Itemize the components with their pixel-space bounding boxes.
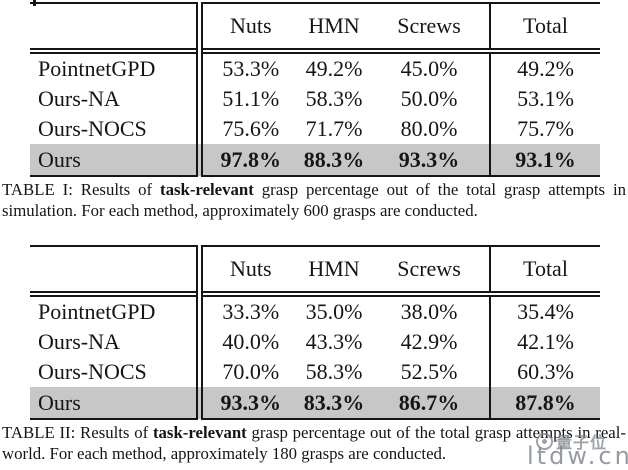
cell-hmn: 58.3%: [305, 359, 363, 384]
caption-text-pre: TABLE II: Results of: [2, 423, 153, 442]
table2-column-header-hmn: HMN: [299, 246, 369, 297]
cell-hmn: 71.7%: [305, 116, 363, 141]
cell-total: 49.2%: [489, 51, 600, 84]
cell-hmn: 43.3%: [305, 329, 363, 354]
cell-nuts: 70.0%: [222, 359, 280, 384]
watermark-brand-text: 量子位: [556, 433, 608, 452]
table1-row-pointnetgpd: PointnetGPD 53.3% 49.2% 45.0% 49.2%: [30, 51, 600, 84]
table2-header-row: Nuts HMN Screws Total: [30, 246, 600, 297]
table1-caption: TABLE I: Results of task-relevant grasp …: [2, 180, 626, 221]
table2-corner-cell: [30, 246, 203, 297]
row-label: Ours-NOCS: [30, 357, 203, 387]
cell-hmn: 58.3%: [305, 86, 363, 111]
row-label: Ours-NOCS: [30, 114, 203, 144]
table2-caption: TABLE II: Results of task-relevant grasp…: [2, 423, 626, 464]
qbitai-logo-icon: [536, 432, 553, 450]
cell-screws: 42.9%: [400, 329, 458, 354]
row-label: Ours: [30, 144, 203, 176]
table2-row-ours-highlighted: Ours 93.3% 83.3% 86.7% 87.8%: [30, 387, 600, 419]
table1-corner-cell: [30, 3, 203, 54]
row-label: Ours: [30, 387, 203, 419]
row-label: PointnetGPD: [30, 294, 203, 327]
cell-nuts: 75.6%: [222, 116, 280, 141]
cell-hmn: 83.3%: [299, 387, 369, 419]
cell-screws: 50.0%: [400, 86, 458, 111]
cell-screws: 93.3%: [369, 144, 490, 176]
table2-column-header-nuts: Nuts: [199, 246, 299, 297]
cell-total: 87.8%: [489, 387, 600, 419]
cell-nuts: 40.0%: [222, 329, 280, 354]
table2-row-ours-na: Ours-NA 40.0% 43.3% 42.9% 42.1%: [30, 327, 600, 357]
table2-row-ours-nocs: Ours-NOCS 70.0% 58.3% 52.5% 60.3%: [30, 357, 600, 387]
cell-total: 53.1%: [489, 84, 600, 114]
table2-column-header-total: Total: [489, 246, 600, 297]
table1-column-header-nuts: Nuts: [199, 3, 299, 54]
table2-row-pointnetgpd: PointnetGPD 33.3% 35.0% 38.0% 35.4%: [30, 294, 600, 327]
results-table-simulation: Nuts HMN Screws Total PointnetGPD 53.3% …: [30, 2, 600, 177]
table1-row-ours-na: Ours-NA 51.1% 58.3% 50.0% 53.1%: [30, 84, 600, 114]
cell-screws: 52.5%: [400, 359, 458, 384]
cell-total: 60.3%: [489, 357, 600, 387]
cell-total: 75.7%: [489, 114, 600, 144]
row-label: PointnetGPD: [30, 51, 203, 84]
caption-text-bold: task-relevant: [152, 423, 247, 442]
cell-nuts: 53.3%: [222, 56, 280, 81]
cell-screws: 80.0%: [400, 116, 458, 141]
table1-column-header-screws: Screws: [369, 3, 490, 54]
cell-total: 93.1%: [489, 144, 600, 176]
caption-text-rest: grasp percentage out of the total grasp …: [2, 180, 627, 220]
cell-nuts: 51.1%: [222, 86, 280, 111]
cell-nuts: 93.3%: [199, 387, 299, 419]
results-table-realworld: Nuts HMN Screws Total PointnetGPD 33.3% …: [30, 245, 600, 420]
cell-total: 35.4%: [489, 294, 600, 327]
table2-column-header-screws: Screws: [369, 246, 490, 297]
watermark-brand: 量子位: [536, 429, 607, 453]
caption-text-rest: grasp percentage out of the total grasp …: [2, 423, 626, 463]
table1-row-ours-highlighted: Ours 97.8% 88.3% 93.3% 93.1%: [30, 144, 600, 176]
cell-nuts: 33.3%: [222, 299, 280, 324]
cell-hmn: 88.3%: [299, 144, 369, 176]
watermark-site-text: ltdw.cn: [527, 442, 628, 470]
cell-total: 42.1%: [489, 327, 600, 357]
table1-header-row: Nuts HMN Screws Total: [30, 3, 600, 54]
table1-column-header-hmn: HMN: [299, 3, 369, 54]
row-label: Ours-NA: [30, 84, 203, 114]
cell-screws: 45.0%: [400, 56, 458, 81]
cell-hmn: 49.2%: [305, 56, 363, 81]
caption-text-bold: task-relevant: [160, 180, 254, 199]
cell-hmn: 35.0%: [305, 299, 363, 324]
table1-column-header-total: Total: [489, 3, 600, 54]
table1-row-ours-nocs: Ours-NOCS 75.6% 71.7% 80.0% 75.7%: [30, 114, 600, 144]
caption-text-pre: TABLE I: Results of: [2, 180, 160, 199]
cell-nuts: 97.8%: [199, 144, 299, 176]
cell-screws: 38.0%: [400, 299, 458, 324]
row-label: Ours-NA: [30, 327, 203, 357]
cell-screws: 86.7%: [369, 387, 490, 419]
